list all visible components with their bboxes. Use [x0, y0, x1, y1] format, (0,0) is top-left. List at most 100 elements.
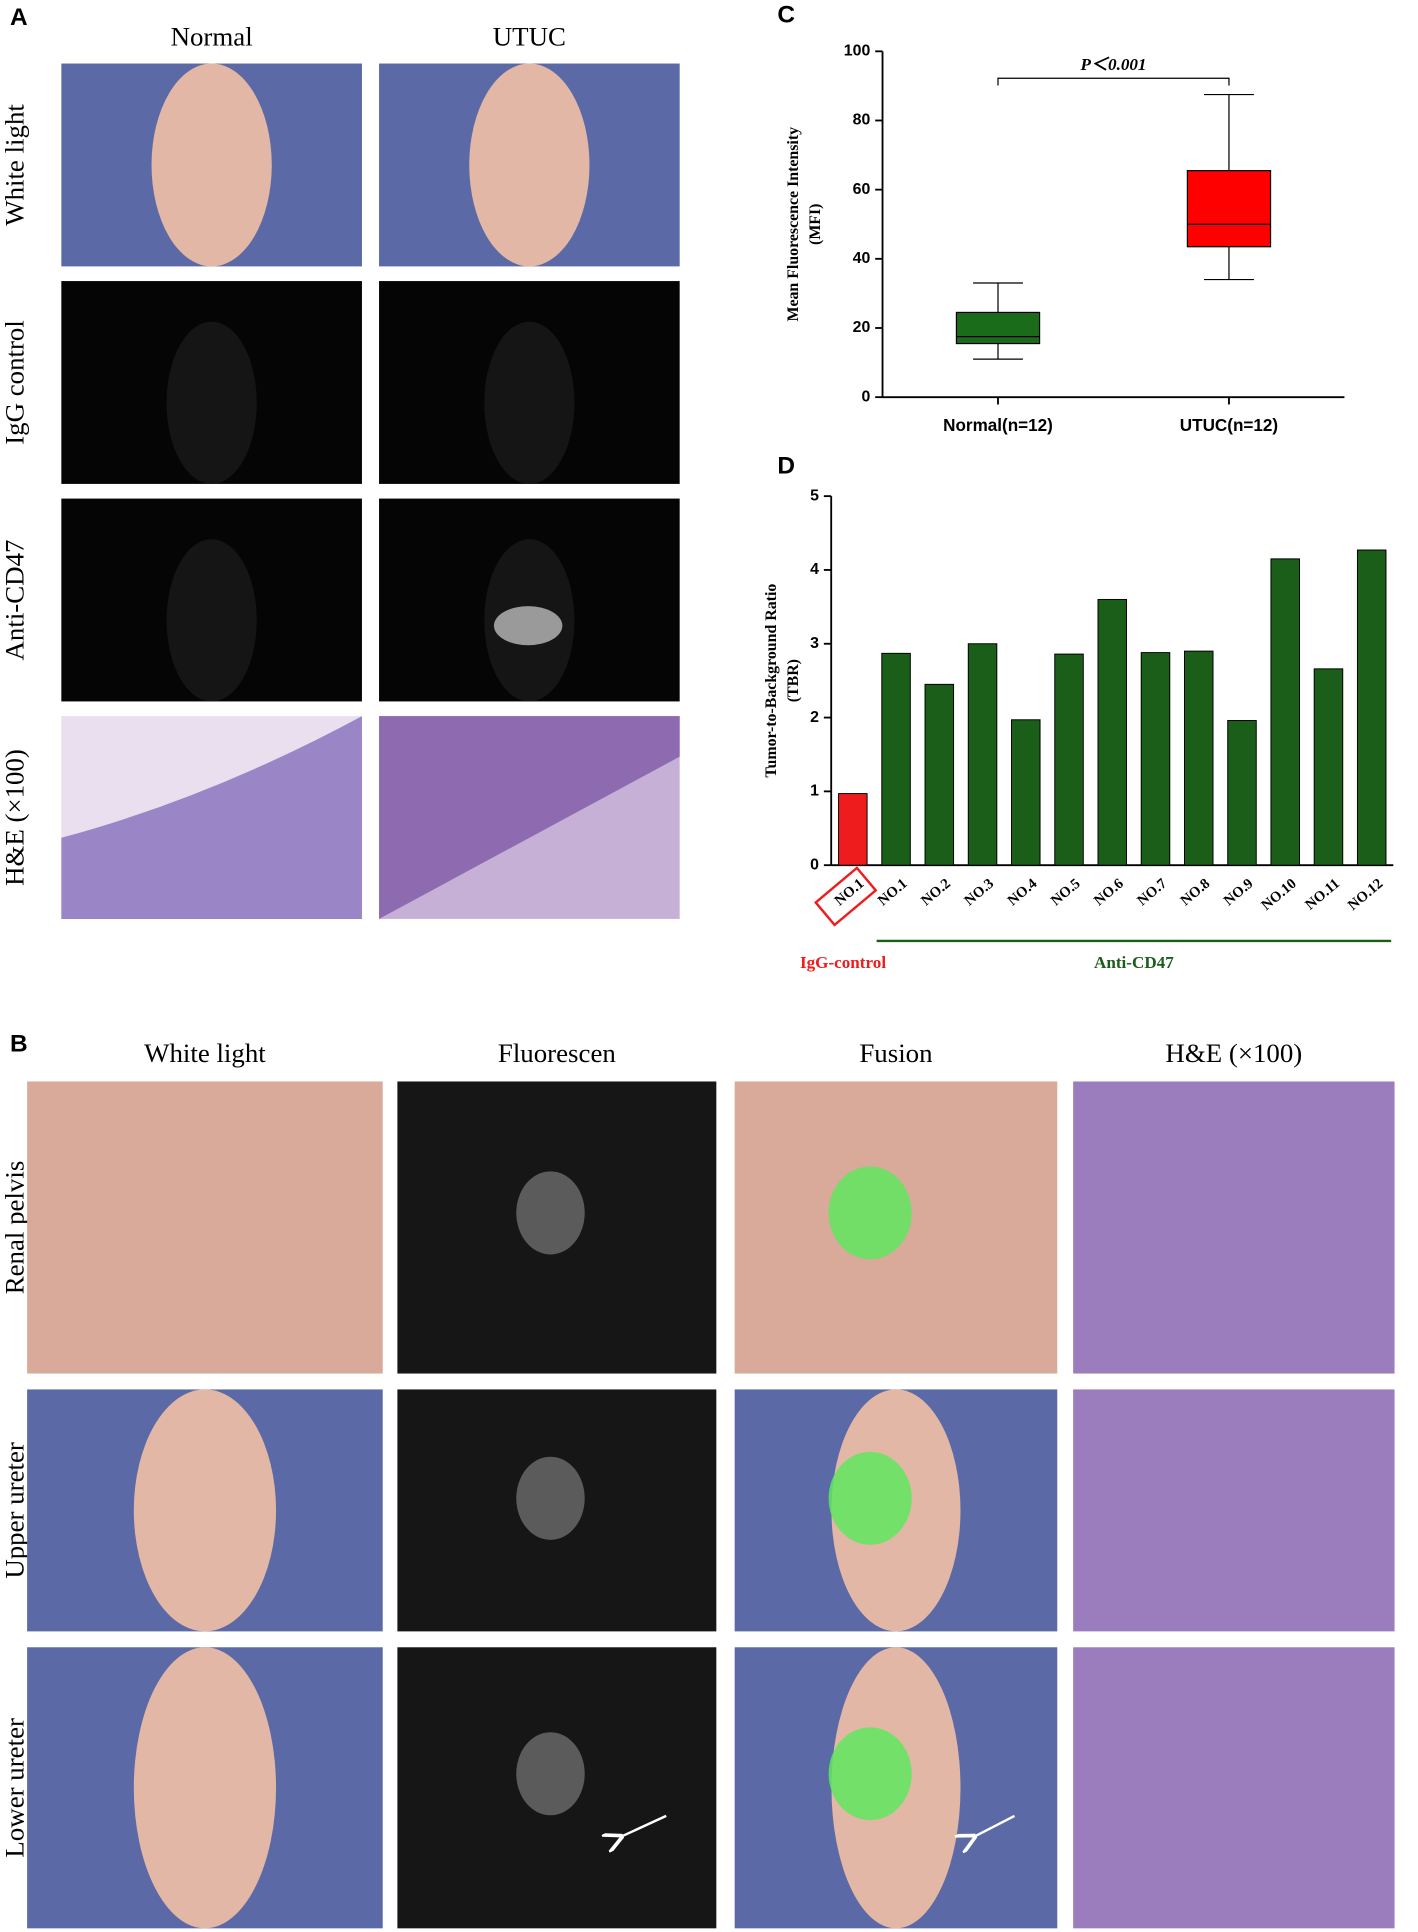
x-tick-label: UTUC(n=12) [1180, 416, 1278, 435]
row-label: IgG control [0, 320, 30, 445]
x-tick-label: NO.1 [832, 876, 868, 909]
bar [1011, 719, 1041, 866]
fluorescence-spot [516, 1456, 585, 1540]
column-header: Fluorescen [498, 1038, 616, 1068]
y-tick-label: 2 [810, 709, 819, 726]
bar [1054, 653, 1084, 866]
image [27, 1647, 383, 1929]
bar [924, 683, 955, 866]
x-tick-label: NO.4 [1005, 875, 1041, 909]
x-tick-label: NO.11 [1302, 876, 1343, 914]
y-tick-label: 20 [853, 319, 871, 336]
panel-label: D [777, 452, 795, 479]
image-background [27, 1081, 383, 1374]
legend-label: Anti-CD47 [1094, 953, 1174, 972]
tissue [379, 716, 680, 919]
bar [881, 652, 911, 866]
fluorescence-spot [493, 606, 563, 646]
significance-bracket [997, 77, 1230, 86]
image [1073, 1647, 1395, 1929]
box [955, 311, 1041, 345]
image-background [1073, 1647, 1395, 1929]
fluorescence-overlay [828, 1727, 912, 1821]
tissue [61, 716, 362, 919]
x-tick-label: NO.1 [875, 876, 911, 909]
fluorescence-spot [516, 1732, 585, 1816]
image [27, 1389, 383, 1632]
column-header: UTUC [493, 21, 566, 51]
y-tick-label: 1 [810, 783, 819, 800]
fluorescence-overlay [828, 1451, 912, 1545]
image-background [1073, 1081, 1395, 1374]
x-tick-label: NO.12 [1345, 876, 1386, 914]
image [27, 1081, 383, 1374]
bar [1356, 549, 1387, 866]
y-axis-label: Tumor-to-Background Ratio [763, 584, 780, 778]
image [379, 281, 680, 484]
row-label: Renal pelvis [0, 1161, 30, 1295]
highlight-box [814, 866, 878, 927]
row-label: Anti-CD47 [0, 540, 30, 661]
row-label: Upper ureter [0, 1442, 30, 1579]
column-header: Normal [171, 21, 253, 51]
image [1073, 1081, 1395, 1374]
bar [1270, 558, 1300, 866]
bar [838, 793, 868, 866]
arrow [974, 1814, 1016, 1837]
x-tick-label: NO.5 [1048, 876, 1084, 909]
annotation: P＜0.001 [1079, 55, 1146, 74]
y-tick-label: 0 [810, 856, 819, 873]
bar [967, 643, 998, 866]
y-axis-label: (TBR) [785, 659, 802, 702]
row-label: White light [0, 104, 30, 226]
column-header: H&E (×100) [1165, 1038, 1302, 1068]
panel-label: B [10, 1030, 28, 1057]
x-tick-label: Normal(n=12) [943, 416, 1053, 435]
box [1186, 170, 1272, 248]
legend-label: IgG-control [800, 953, 886, 972]
x-tick-label: NO.3 [961, 876, 997, 909]
image [61, 63, 362, 267]
y-tick-label: 0 [861, 388, 870, 405]
fluorescence-spot [516, 1171, 585, 1255]
x-tick-label: NO.7 [1134, 876, 1170, 909]
image-background [1073, 1389, 1395, 1632]
image [61, 281, 362, 484]
tissue [151, 63, 272, 267]
row-label: H&E (×100) [0, 749, 30, 886]
image [379, 63, 680, 267]
y-axis-label: (MFI) [807, 204, 824, 245]
row-label: Lower ureter [0, 1718, 30, 1858]
tissue [133, 1389, 277, 1632]
x-tick-label: NO.9 [1221, 876, 1257, 909]
tissue-glow [484, 321, 575, 484]
arrow [621, 1814, 667, 1837]
panel-label: A [10, 4, 28, 31]
y-tick-label: 80 [853, 112, 871, 129]
y-tick-label: 5 [810, 487, 819, 504]
fluorescence-overlay [828, 1166, 912, 1260]
y-tick-label: 60 [853, 181, 871, 198]
tissue [133, 1647, 277, 1929]
bar [1227, 720, 1257, 866]
x-tick-label: NO.8 [1178, 876, 1214, 909]
x-tick-label: NO.2 [918, 876, 954, 909]
image [379, 498, 680, 702]
y-tick-label: 3 [810, 635, 819, 652]
column-header: White light [144, 1038, 266, 1068]
image [1073, 1389, 1395, 1632]
panel-label: C [777, 1, 795, 28]
tissue-glow [166, 539, 257, 702]
image [379, 716, 680, 919]
image [61, 716, 362, 919]
y-tick-label: 40 [853, 250, 871, 267]
x-tick-label: NO.10 [1259, 876, 1300, 914]
column-header: Fusion [859, 1038, 933, 1068]
y-tick-label: 4 [810, 561, 819, 578]
tissue-glow [166, 321, 257, 484]
y-axis-label: Mean Fluorescence Intensity [785, 127, 802, 322]
x-tick-label: NO.6 [1091, 876, 1127, 909]
tissue [469, 63, 590, 267]
